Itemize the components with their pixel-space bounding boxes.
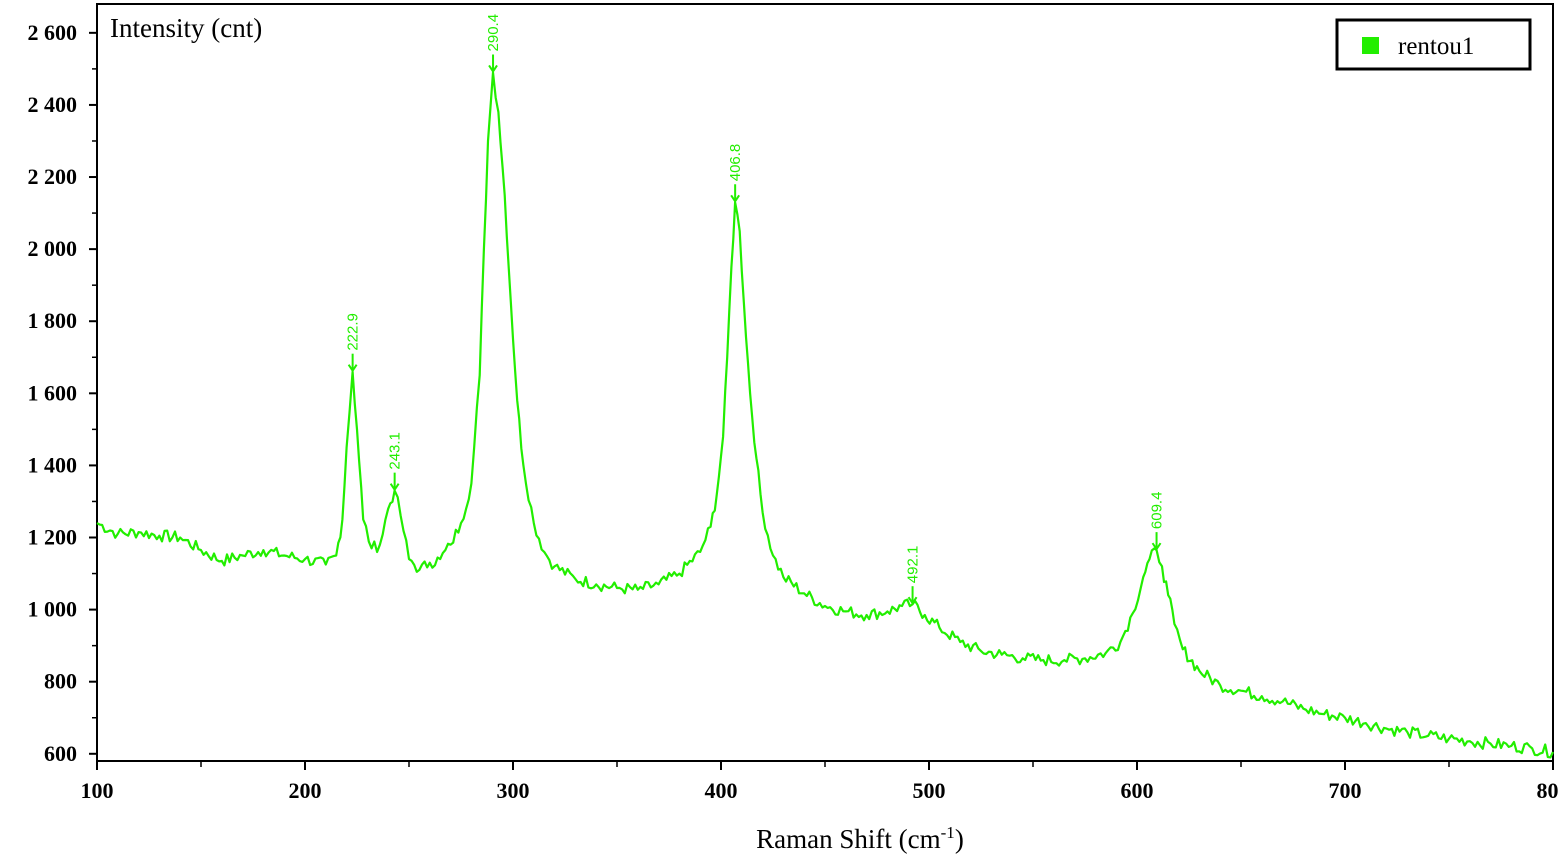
- x-tick-label: 500: [913, 778, 946, 803]
- axis-ticks: [89, 31, 1554, 770]
- peak-marker: 609.4: [1149, 492, 1166, 551]
- peak-arrow: [730, 194, 740, 204]
- y-tick-label: 800: [44, 669, 77, 694]
- peak-arrow: [1151, 542, 1162, 551]
- peak-arrow: [389, 483, 400, 492]
- legend: rentou1: [1335, 18, 1532, 71]
- y-tick-label: 1 200: [28, 525, 78, 550]
- y-tick-label: 2 600: [28, 20, 78, 45]
- peak-markers: 222.9 243.1 290.4 406.8 492.1 609.4: [345, 14, 1166, 605]
- y-tick-label: 1 600: [28, 380, 78, 405]
- legend-label: rentou1: [1398, 33, 1474, 60]
- x-tick-label: 800: [1537, 778, 1559, 803]
- peak-marker: 492.1: [905, 546, 922, 605]
- peak-marker: 243.1: [387, 432, 404, 492]
- x-axis-title-sup: -1: [941, 823, 955, 842]
- x-axis-tick-labels: 100 200 300 400 500 600 700 800: [81, 778, 1559, 803]
- x-tick-label: 700: [1329, 778, 1362, 803]
- peak-arrow: [907, 596, 918, 605]
- peak-label: 492.1: [905, 546, 922, 584]
- y-tick-label: 1 400: [28, 452, 78, 477]
- x-tick-label: 200: [289, 778, 322, 803]
- y-tick-label: 2 000: [28, 236, 78, 261]
- peak-label: 222.9: [345, 313, 362, 351]
- peak-marker: 222.9: [345, 313, 362, 373]
- x-tick-label: 400: [705, 778, 738, 803]
- x-tick-label: 100: [81, 778, 114, 803]
- y-axis-title: Intensity (cnt): [110, 13, 262, 43]
- peak-arrow: [347, 364, 358, 373]
- y-tick-label: 2 400: [28, 92, 78, 117]
- x-tick-label: 600: [1121, 778, 1154, 803]
- y-tick-label: 600: [44, 741, 77, 766]
- series-line-rentou1: [96, 71, 1554, 759]
- peak-arrow: [488, 64, 498, 74]
- peak-marker: 290.4: [485, 14, 502, 74]
- plot-frame: [96, 3, 1554, 762]
- x-axis-title-close: ): [955, 824, 964, 854]
- peak-label: 243.1: [387, 432, 404, 470]
- peak-label: 290.4: [485, 14, 502, 52]
- peak-label: 609.4: [1149, 492, 1166, 530]
- x-axis-title: Raman Shift (cm-1): [756, 823, 964, 854]
- x-tick-label: 300: [497, 778, 530, 803]
- y-axis-tick-labels: 600 800 1 000 1 200 1 400 1 600 1 800 2 000 2 20…: [28, 20, 78, 766]
- y-tick-label: 1 000: [28, 597, 78, 622]
- legend-swatch: [1362, 37, 1379, 54]
- peak-marker: 406.8: [727, 144, 744, 204]
- y-tick-label: 2 200: [28, 164, 78, 189]
- x-axis-title-main: Raman Shift (cm: [756, 824, 940, 854]
- y-tick-label: 1 800: [28, 308, 78, 333]
- peak-label: 406.8: [727, 144, 744, 182]
